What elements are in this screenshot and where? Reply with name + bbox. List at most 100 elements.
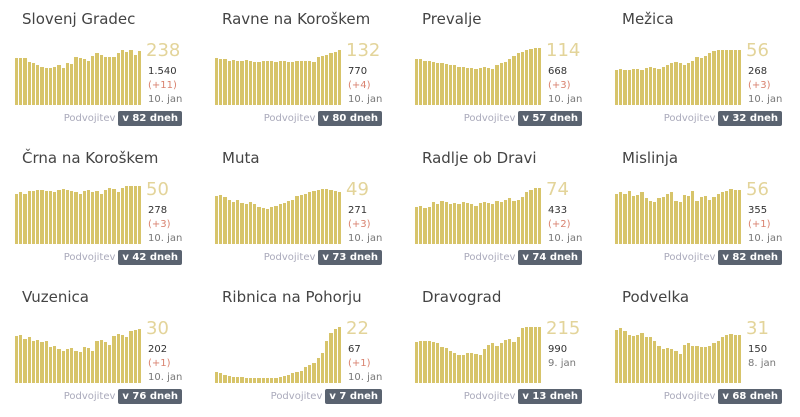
chart-bar: [448, 350, 453, 383]
chart-bar: [423, 341, 427, 383]
chart-bar: [286, 200, 291, 244]
bar-chart: [215, 184, 342, 244]
chart-bar: [253, 61, 257, 105]
chart-bar: [520, 197, 525, 244]
chart-bar: [636, 69, 640, 105]
chart-bar: [499, 343, 503, 383]
chart-bar: [465, 353, 470, 383]
doubling-badge: v 74 dneh: [518, 250, 582, 265]
total-cases: 268: [748, 66, 768, 77]
chart-bar: [91, 192, 95, 244]
chart-bar: [282, 375, 286, 383]
chart-bar: [329, 53, 333, 105]
chart-bar: [291, 373, 295, 383]
chart-bar: [103, 190, 108, 244]
doubling-label: Podvojitev: [663, 391, 716, 402]
chart-bar: [653, 67, 657, 105]
chart-bar: [48, 347, 53, 383]
chart-bar: [244, 204, 248, 244]
chart-bar: [312, 61, 316, 105]
chart-bar: [708, 53, 712, 105]
municipality-card: Vuzenica 30 202 (+1) 10. jan Podvojitev v…: [0, 278, 200, 417]
bar-chart: [15, 184, 142, 244]
chart-bar: [61, 350, 65, 383]
chart-bar: [699, 197, 703, 244]
chart-bar: [257, 61, 261, 105]
chart-bar: [670, 349, 674, 383]
chart-bar: [495, 345, 499, 383]
chart-bar: [703, 196, 708, 244]
bar-chart: [615, 45, 742, 105]
chart-bar: [236, 199, 240, 244]
chart-bar: [99, 339, 103, 383]
chart-bar: [661, 66, 665, 105]
chart-bar: [312, 362, 316, 383]
chart-bar: [61, 188, 65, 244]
chart-bar: [74, 192, 78, 244]
doubling-time: Podvojitev v 42 dneh: [64, 250, 182, 265]
chart-bar: [236, 60, 240, 105]
chart-bar: [274, 377, 278, 383]
chart-bar: [716, 193, 720, 244]
chart-bar: [23, 193, 27, 244]
active-cases: 31: [746, 318, 769, 339]
chart-bar: [533, 326, 537, 383]
chart-bar: [516, 199, 520, 244]
chart-bar: [31, 63, 36, 105]
chart-bar: [265, 60, 270, 105]
doubling-badge: v 7 dneh: [325, 389, 382, 404]
doubling-label: Podvojitev: [63, 391, 116, 402]
chart-bar: [91, 350, 95, 383]
chart-bar: [737, 49, 742, 105]
chart-bar: [474, 205, 478, 244]
chart-bar: [120, 187, 125, 244]
chart-bar: [31, 191, 36, 244]
chart-bar: [261, 208, 265, 244]
chart-bar: [108, 57, 112, 105]
chart-bar: [316, 57, 320, 105]
chart-bar: [53, 66, 57, 105]
chart-bar: [215, 58, 219, 105]
chart-bar: [627, 191, 631, 244]
chart-bar: [36, 190, 40, 244]
chart-bar: [512, 342, 516, 383]
active-cases: 22: [346, 318, 369, 339]
chart-bar: [448, 65, 453, 105]
chart-bar: [125, 186, 129, 244]
date: 10. jan: [748, 94, 783, 105]
chart-bar: [295, 372, 299, 383]
chart-bar: [78, 58, 82, 105]
doubling-time: Podvojitev v 74 dneh: [464, 250, 582, 265]
chart-bar: [48, 191, 53, 244]
chart-bar: [36, 339, 40, 383]
chart-bar: [648, 200, 653, 244]
chart-bar: [337, 49, 342, 105]
chart-bar: [482, 202, 486, 244]
chart-bar: [219, 373, 223, 383]
daily-increase: (+3): [348, 219, 371, 230]
chart-bar: [415, 206, 419, 244]
chart-bar: [461, 202, 465, 244]
chart-bar: [57, 349, 61, 383]
chart-bar: [308, 61, 312, 105]
chart-bar: [653, 202, 657, 244]
chart-bar: [116, 333, 120, 383]
chart-bar: [333, 191, 337, 244]
chart-bar: [223, 59, 227, 105]
total-cases: 668: [548, 66, 568, 77]
chart-bar: [678, 202, 682, 244]
chart-bar: [725, 49, 729, 105]
chart-bar: [525, 49, 529, 105]
chart-bar: [70, 191, 74, 244]
daily-increase: (+2): [548, 219, 571, 230]
chart-bar: [453, 203, 457, 244]
chart-bar: [219, 194, 223, 244]
chart-bar: [733, 190, 737, 244]
chart-bar: [686, 196, 691, 244]
chart-bar: [678, 354, 682, 383]
doubling-time: Podvojitev v 32 dneh: [664, 111, 782, 126]
chart-bar: [733, 49, 737, 105]
chart-bar: [40, 342, 44, 383]
chart-bar: [648, 66, 653, 105]
chart-bar: [265, 209, 270, 244]
